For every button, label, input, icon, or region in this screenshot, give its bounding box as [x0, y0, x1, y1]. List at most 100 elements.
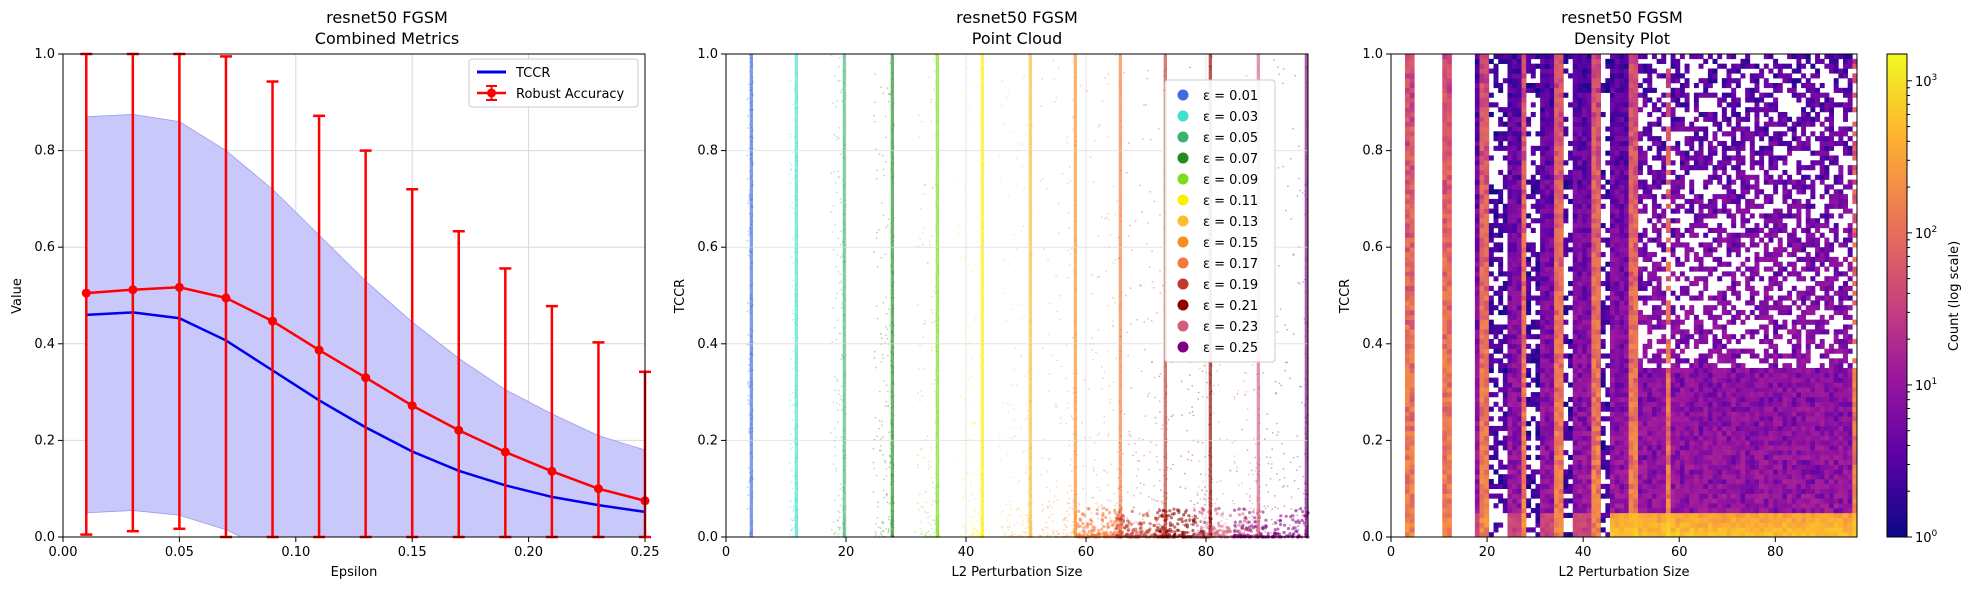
series-point: [1211, 499, 1213, 501]
series-point: [1190, 524, 1192, 526]
series-point: [1246, 372, 1248, 374]
series-point: [1059, 295, 1061, 297]
series-point: [1113, 493, 1115, 495]
series-point: [919, 493, 921, 495]
x-tick-label: 0.10: [281, 545, 310, 560]
series-point: [1007, 411, 1009, 413]
series-point: [1079, 85, 1081, 87]
series-point: [748, 195, 750, 197]
series-point: [1069, 507, 1071, 509]
series-point: [884, 460, 886, 462]
series-point: [1127, 355, 1129, 357]
series-point: [1109, 402, 1111, 404]
series-point: [1120, 336, 1122, 338]
series-point: [840, 198, 842, 200]
series-point: [1109, 399, 1111, 401]
series-point: [1047, 260, 1049, 262]
series-bottom-point: [1102, 525, 1105, 528]
series-point: [1202, 481, 1204, 483]
series-point: [790, 183, 792, 185]
series-point: [1211, 453, 1213, 455]
series-point: [1257, 473, 1259, 475]
series-point: [1159, 480, 1161, 482]
series-point: [1282, 486, 1284, 488]
series-point: [1122, 453, 1124, 455]
series-point: [1056, 360, 1058, 362]
series-point: [832, 102, 834, 104]
series-point: [1021, 144, 1023, 146]
series-point: [888, 218, 890, 220]
series-point: [978, 294, 980, 296]
series-point: [1015, 183, 1017, 185]
series-bottom-point: [1229, 514, 1232, 517]
series-point: [960, 225, 962, 227]
series-point: [877, 517, 879, 519]
series-point: [1013, 427, 1015, 429]
series-point: [1119, 509, 1121, 511]
series-point: [1066, 533, 1068, 535]
series-point: [1181, 414, 1183, 416]
series-point: [1296, 435, 1298, 437]
series-point: [1156, 456, 1158, 458]
series-point: [1052, 533, 1054, 535]
series-point: [971, 270, 973, 272]
series-point: [960, 257, 962, 259]
series-point: [1284, 324, 1286, 326]
series-point: [792, 488, 794, 490]
series-bottom-point: [1220, 525, 1223, 528]
series-point: [874, 121, 876, 123]
series-point: [1041, 457, 1043, 459]
series-point: [928, 464, 930, 466]
series-point: [1010, 501, 1012, 503]
series-point: [1022, 451, 1024, 453]
series-point: [1009, 504, 1011, 506]
series-point: [1140, 492, 1142, 494]
series-point: [1147, 70, 1149, 72]
series-point: [1056, 97, 1058, 99]
series-point: [931, 528, 933, 530]
series-point: [887, 225, 889, 227]
series-point: [1105, 270, 1107, 272]
series-point: [1151, 250, 1153, 252]
series-point: [1107, 435, 1109, 437]
series-point: [790, 406, 792, 408]
series-bottom-point: [1100, 528, 1103, 531]
series-point: [1135, 220, 1137, 222]
series-point: [1088, 388, 1090, 390]
series-point: [1100, 490, 1102, 492]
series-point: [970, 438, 972, 440]
series-point: [923, 193, 925, 195]
series-point: [972, 531, 974, 533]
series-point: [919, 239, 921, 241]
series-bottom-point: [1106, 533, 1109, 536]
series-point: [1270, 457, 1272, 459]
series-point: [1147, 222, 1149, 224]
series-point: [1091, 337, 1093, 339]
series-point: [962, 477, 964, 479]
series-point: [970, 421, 972, 423]
series-point: [1203, 527, 1205, 529]
series-point: [1114, 505, 1116, 507]
series-point: [922, 506, 924, 508]
series-point: [875, 148, 877, 150]
series-bottom-point: [1184, 524, 1187, 527]
series-point: [1108, 433, 1110, 435]
series-point: [1254, 480, 1256, 482]
series-point: [928, 76, 930, 78]
series-point: [836, 191, 838, 193]
series-point: [840, 153, 842, 155]
series-point: [888, 308, 890, 310]
series-point: [874, 73, 876, 75]
series-bottom-point: [1173, 533, 1176, 536]
series-point: [792, 337, 794, 339]
series-point: [873, 448, 875, 450]
series-bottom-point: [1279, 523, 1282, 526]
series-point: [1060, 417, 1062, 419]
series-point: [887, 391, 889, 393]
series-point: [967, 67, 969, 69]
series-point: [1069, 464, 1071, 466]
series-point: [920, 208, 922, 210]
series-bottom-point: [1299, 507, 1302, 510]
series-point: [836, 470, 838, 472]
series-point: [1138, 438, 1140, 440]
